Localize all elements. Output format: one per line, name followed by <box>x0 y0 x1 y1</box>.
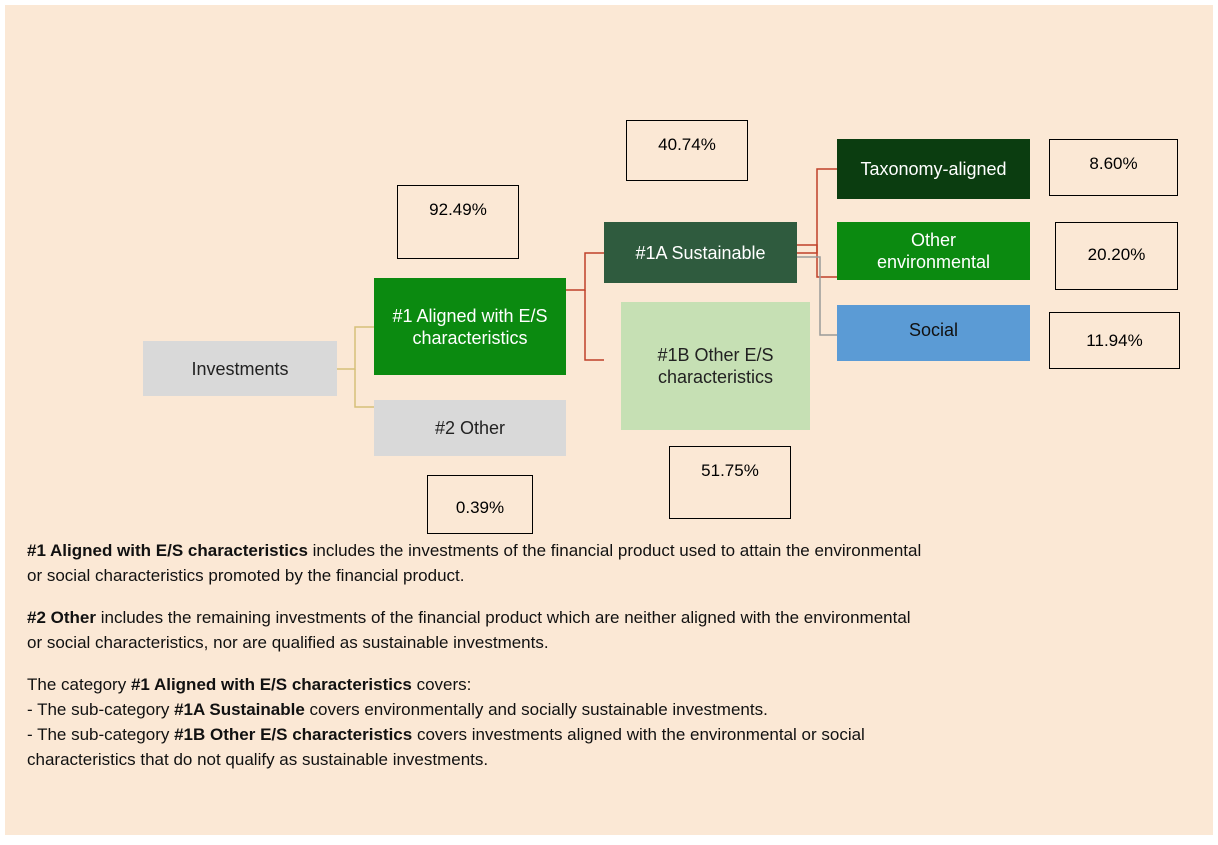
text-line: - The sub-category #1B Other E/S charact… <box>27 722 1207 747</box>
connector <box>797 244 837 278</box>
description: #1 Aligned with E/S characteristics incl… <box>27 538 1207 789</box>
share-box: 20.20% <box>1055 222 1178 290</box>
text-line: or social characteristics, nor are quali… <box>27 630 1207 655</box>
text-line: - The sub-category #1A Sustainable cover… <box>27 697 1207 722</box>
share-box: 11.94% <box>1049 312 1180 369</box>
text: characteristics that do not qualify as s… <box>27 750 489 769</box>
connector <box>797 256 837 336</box>
share-box: 0.39% <box>427 475 533 534</box>
text: covers investments aligned with the envi… <box>412 725 865 744</box>
connector <box>337 326 374 370</box>
text: - The sub-category <box>27 700 175 719</box>
share-box: 92.49% <box>397 185 519 259</box>
bold-text: #2 Other <box>27 608 96 627</box>
text: covers: <box>411 675 472 694</box>
node: #1 Aligned with E/S characteristics <box>374 278 566 375</box>
connector <box>797 168 837 254</box>
text: - The sub-category <box>27 725 175 744</box>
text-line: #1 Aligned with E/S characteristics incl… <box>27 538 1207 563</box>
node: Other environmental <box>837 222 1030 280</box>
share-box: 40.74% <box>626 120 748 181</box>
share-box: 51.75% <box>669 446 791 519</box>
text: includes the investments of the financia… <box>307 541 922 560</box>
text: or social characteristics, nor are quali… <box>27 633 549 652</box>
paragraph: The category #1 Aligned with E/S charact… <box>27 672 1207 772</box>
text: covers environmentally and socially sust… <box>304 700 768 719</box>
paragraph: #2 Other includes the remaining investme… <box>27 605 1207 655</box>
page: Investments #1 Aligned with E/S characte… <box>5 5 1213 835</box>
text-line: The category #1 Aligned with E/S charact… <box>27 672 1207 697</box>
connector <box>584 290 604 361</box>
text: includes the remaining investments of th… <box>95 608 911 627</box>
node: Investments <box>143 341 337 396</box>
text-line: or social characteristics promoted by th… <box>27 563 1207 588</box>
bold-text: #1 Aligned with E/S characteristics <box>27 541 308 560</box>
text-line: characteristics that do not qualify as s… <box>27 747 1207 772</box>
share-box: 8.60% <box>1049 139 1178 196</box>
node: #1A Sustainable <box>604 222 797 283</box>
connectors <box>337 168 837 408</box>
bold-text: #1B Other E/S characteristics <box>174 725 413 744</box>
node: #2 Other <box>374 400 566 456</box>
connector <box>354 369 374 408</box>
node: Taxonomy-aligned <box>837 139 1030 199</box>
bold-text: #1A Sustainable <box>174 700 305 719</box>
text: or social characteristics promoted by th… <box>27 566 465 585</box>
bold-text: #1 Aligned with E/S characteristics <box>130 675 412 694</box>
text-line: #2 Other includes the remaining investme… <box>27 605 1207 630</box>
body: Investments #1 Aligned with E/S characte… <box>0 5 1218 845</box>
connector <box>566 252 604 291</box>
text: The category <box>27 675 131 694</box>
node: Social <box>837 305 1030 361</box>
paragraph: #1 Aligned with E/S characteristics incl… <box>27 538 1207 588</box>
node: #1B Other E/S characteristics <box>621 302 810 430</box>
